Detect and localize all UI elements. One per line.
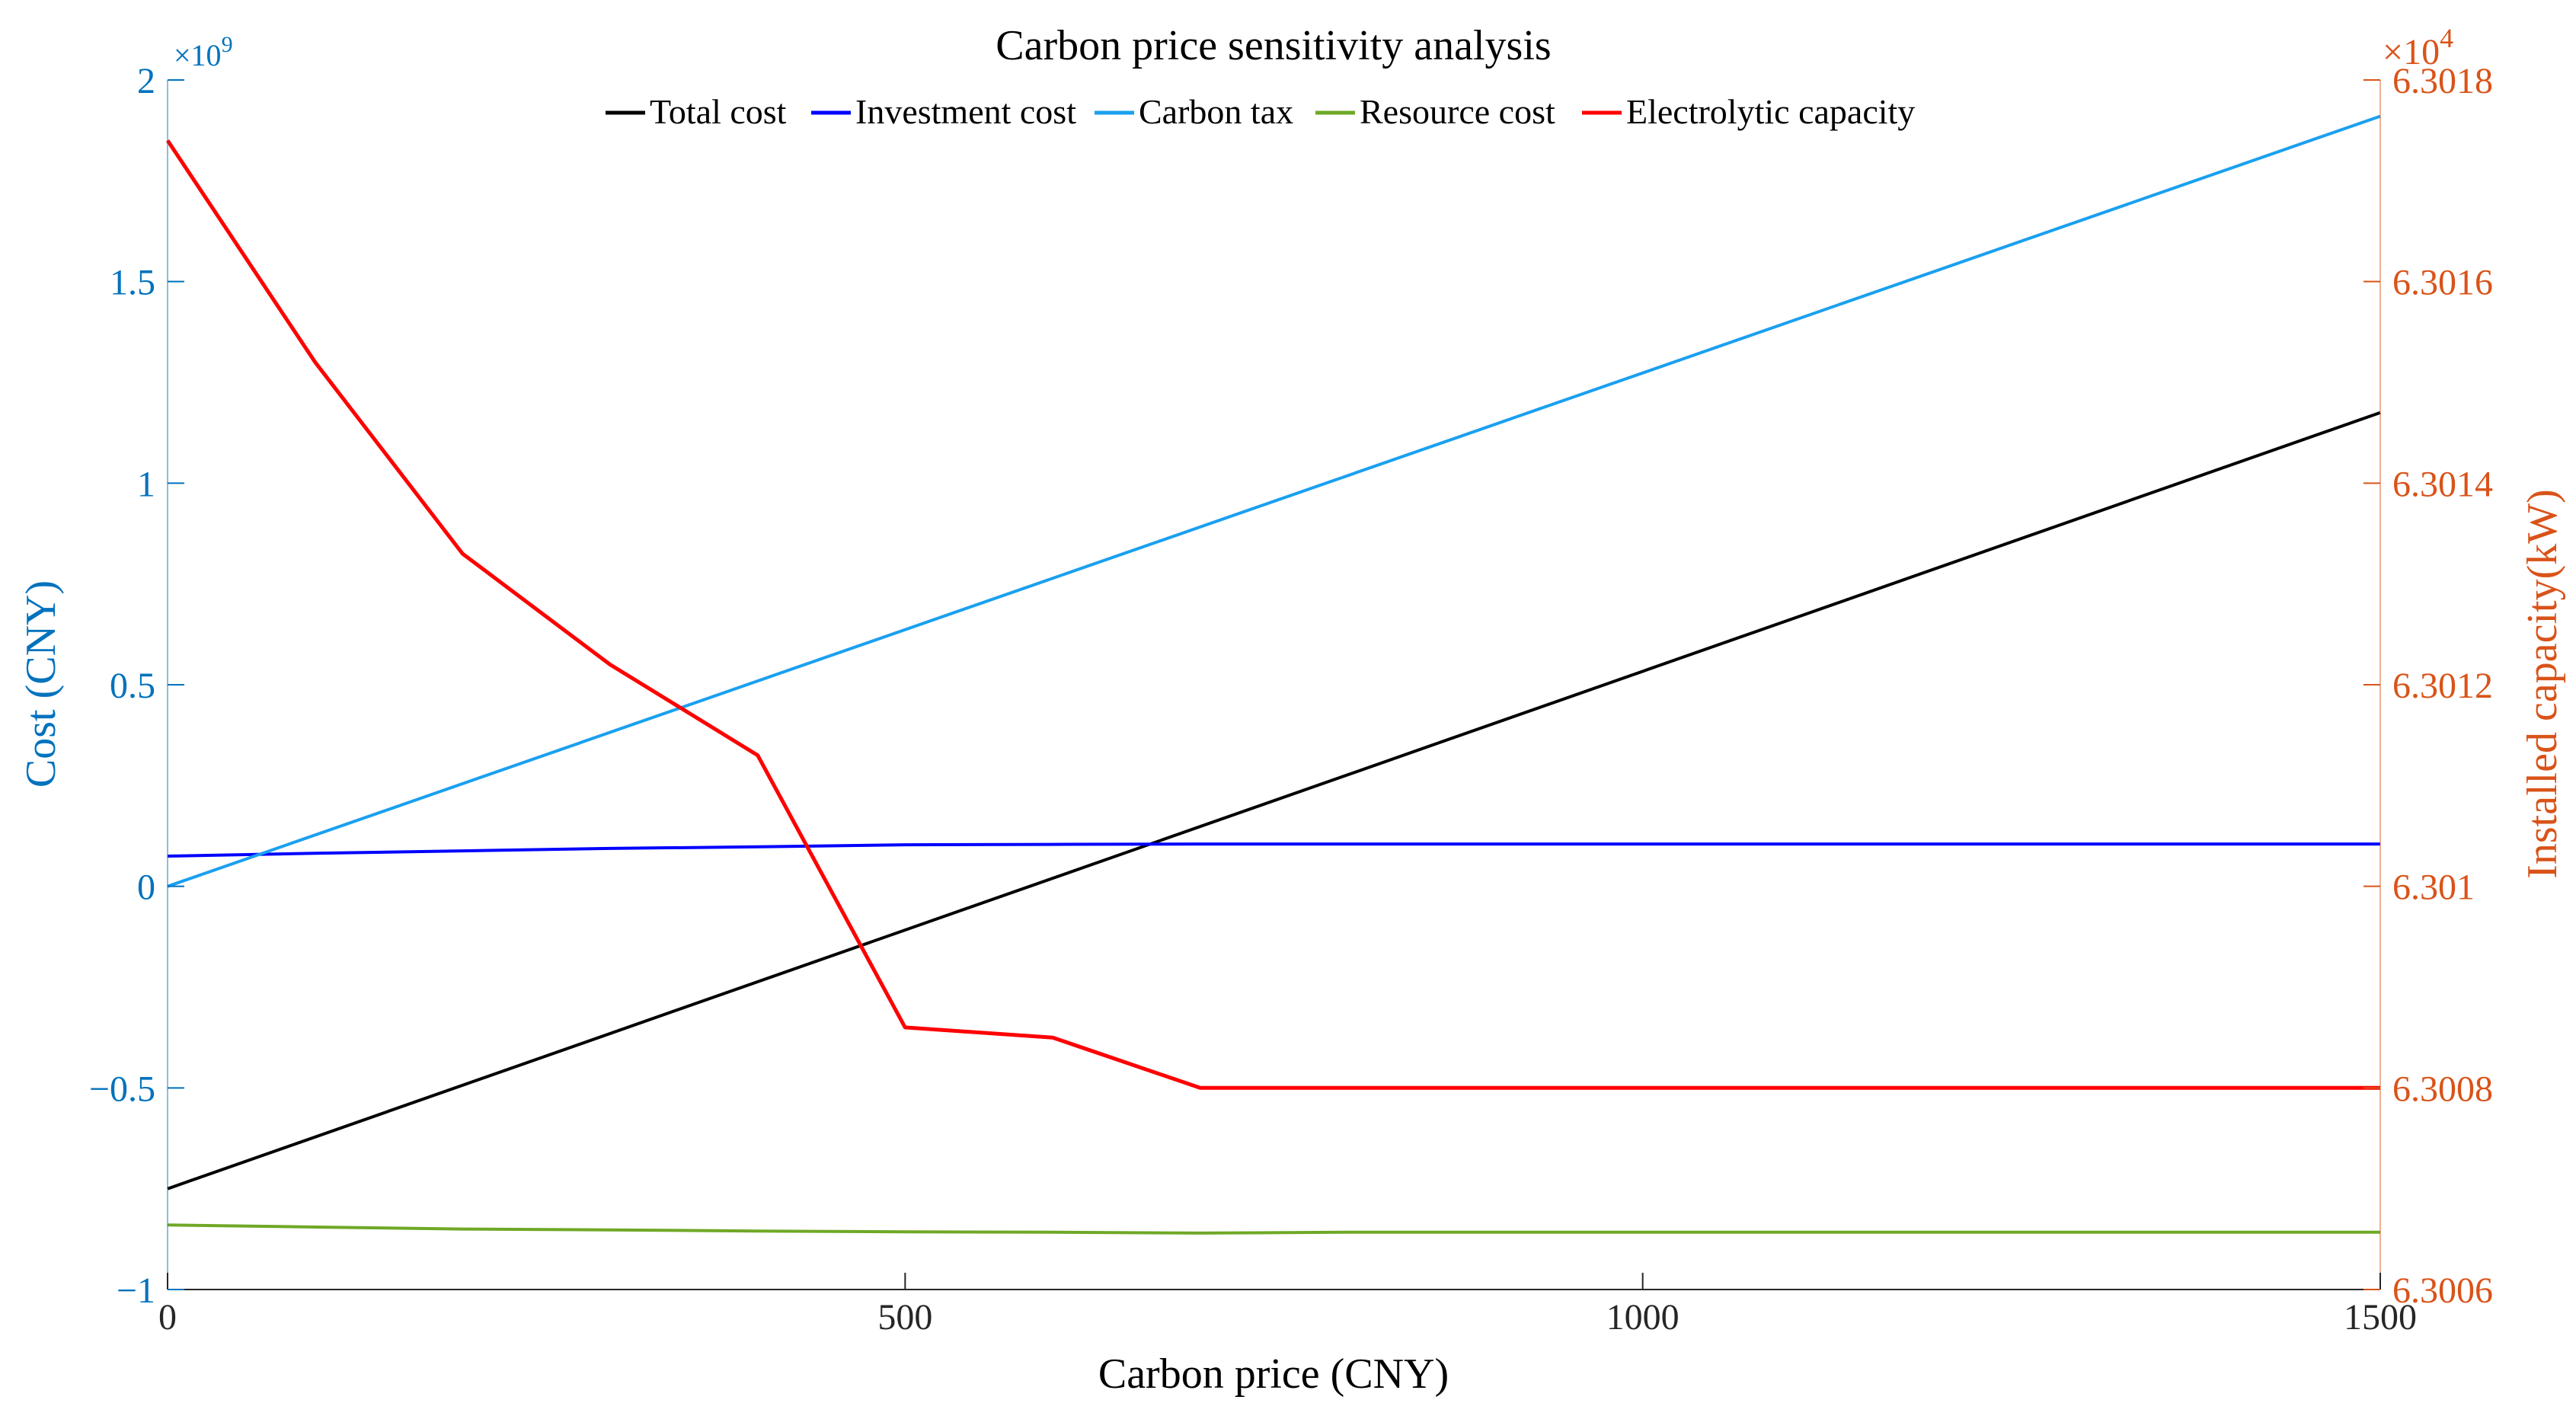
y-right-tick-label-2: 6.301	[2392, 868, 2475, 908]
y-left-tick-label-4: 1	[137, 464, 155, 504]
series-line-carbon-tax	[167, 114, 2381, 888]
legend-label-total-cost: Total cost	[650, 92, 787, 131]
x-tick-label-1: 500	[877, 1297, 932, 1338]
chart-title: Carbon price sensitivity analysis	[996, 22, 1551, 69]
x-axis-label: Carbon price (CNY)	[1098, 1350, 1449, 1398]
legend: Total cost Investment cost Carbon tax Resou…	[606, 92, 1915, 131]
right-exponent-power: 4	[2440, 23, 2453, 53]
x-tick-label-2: 1000	[1606, 1297, 1680, 1338]
y-right-tick-label-0: 6.3006	[2392, 1270, 2493, 1311]
left-exponent-base: ×10	[174, 38, 222, 72]
left-exponent-power: 9	[222, 32, 233, 57]
x-tick-label-0: 0	[158, 1297, 177, 1338]
y-left-tick-label-1: −0.5	[89, 1069, 155, 1109]
y-right-tick-label-4: 6.3014	[2392, 464, 2493, 504]
series-line-total-cost	[167, 411, 2381, 1190]
axes-layer: 0 500 1000 1500 −1 −0.5 0 0.5 1 1.5 2 6.3006 6.3008 6…	[89, 61, 2493, 1338]
legend-label-carbon-tax: Carbon tax	[1139, 92, 1293, 131]
right-exponent-base: ×10	[2383, 32, 2440, 72]
y-left-tick-label-5: 1.5	[110, 263, 155, 303]
series-line-investment-cost	[167, 842, 2380, 858]
plot-area	[168, 80, 2380, 1290]
legend-label-investment-cost: Investment cost	[855, 92, 1076, 131]
y-right-tick-label-1: 6.3008	[2392, 1069, 2493, 1109]
y-right-tick-label-5: 6.3016	[2392, 263, 2493, 303]
x-tick-label-3: 1500	[2344, 1297, 2417, 1338]
legend-label-electrolytic-capacity: Electrolytic capacity	[1626, 92, 1915, 131]
y-right-tick-label-3: 6.3012	[2392, 666, 2493, 706]
series-layer	[165, 114, 2381, 1235]
right-exponent-label: ×104	[2383, 23, 2453, 72]
y-left-tick-label-2: 0	[137, 868, 155, 908]
y-left-tick-label-0: −1	[117, 1270, 155, 1311]
y-left-tick-label-3: 0.5	[110, 666, 155, 706]
series-line-electrolytic-capacity	[165, 139, 2380, 1090]
y-axis-left-label: Cost (CNY)	[18, 580, 65, 788]
y-left-tick-label-6: 2	[137, 61, 155, 101]
left-exponent-label: ×109	[174, 32, 233, 72]
series-line-resource-cost	[167, 1223, 2380, 1235]
y-axis-right-label: Installed capacity(kW)	[2519, 489, 2566, 879]
y-right-tick-label-6: 6.3018	[2392, 61, 2493, 101]
legend-label-resource-cost: Resource cost	[1360, 92, 1555, 131]
